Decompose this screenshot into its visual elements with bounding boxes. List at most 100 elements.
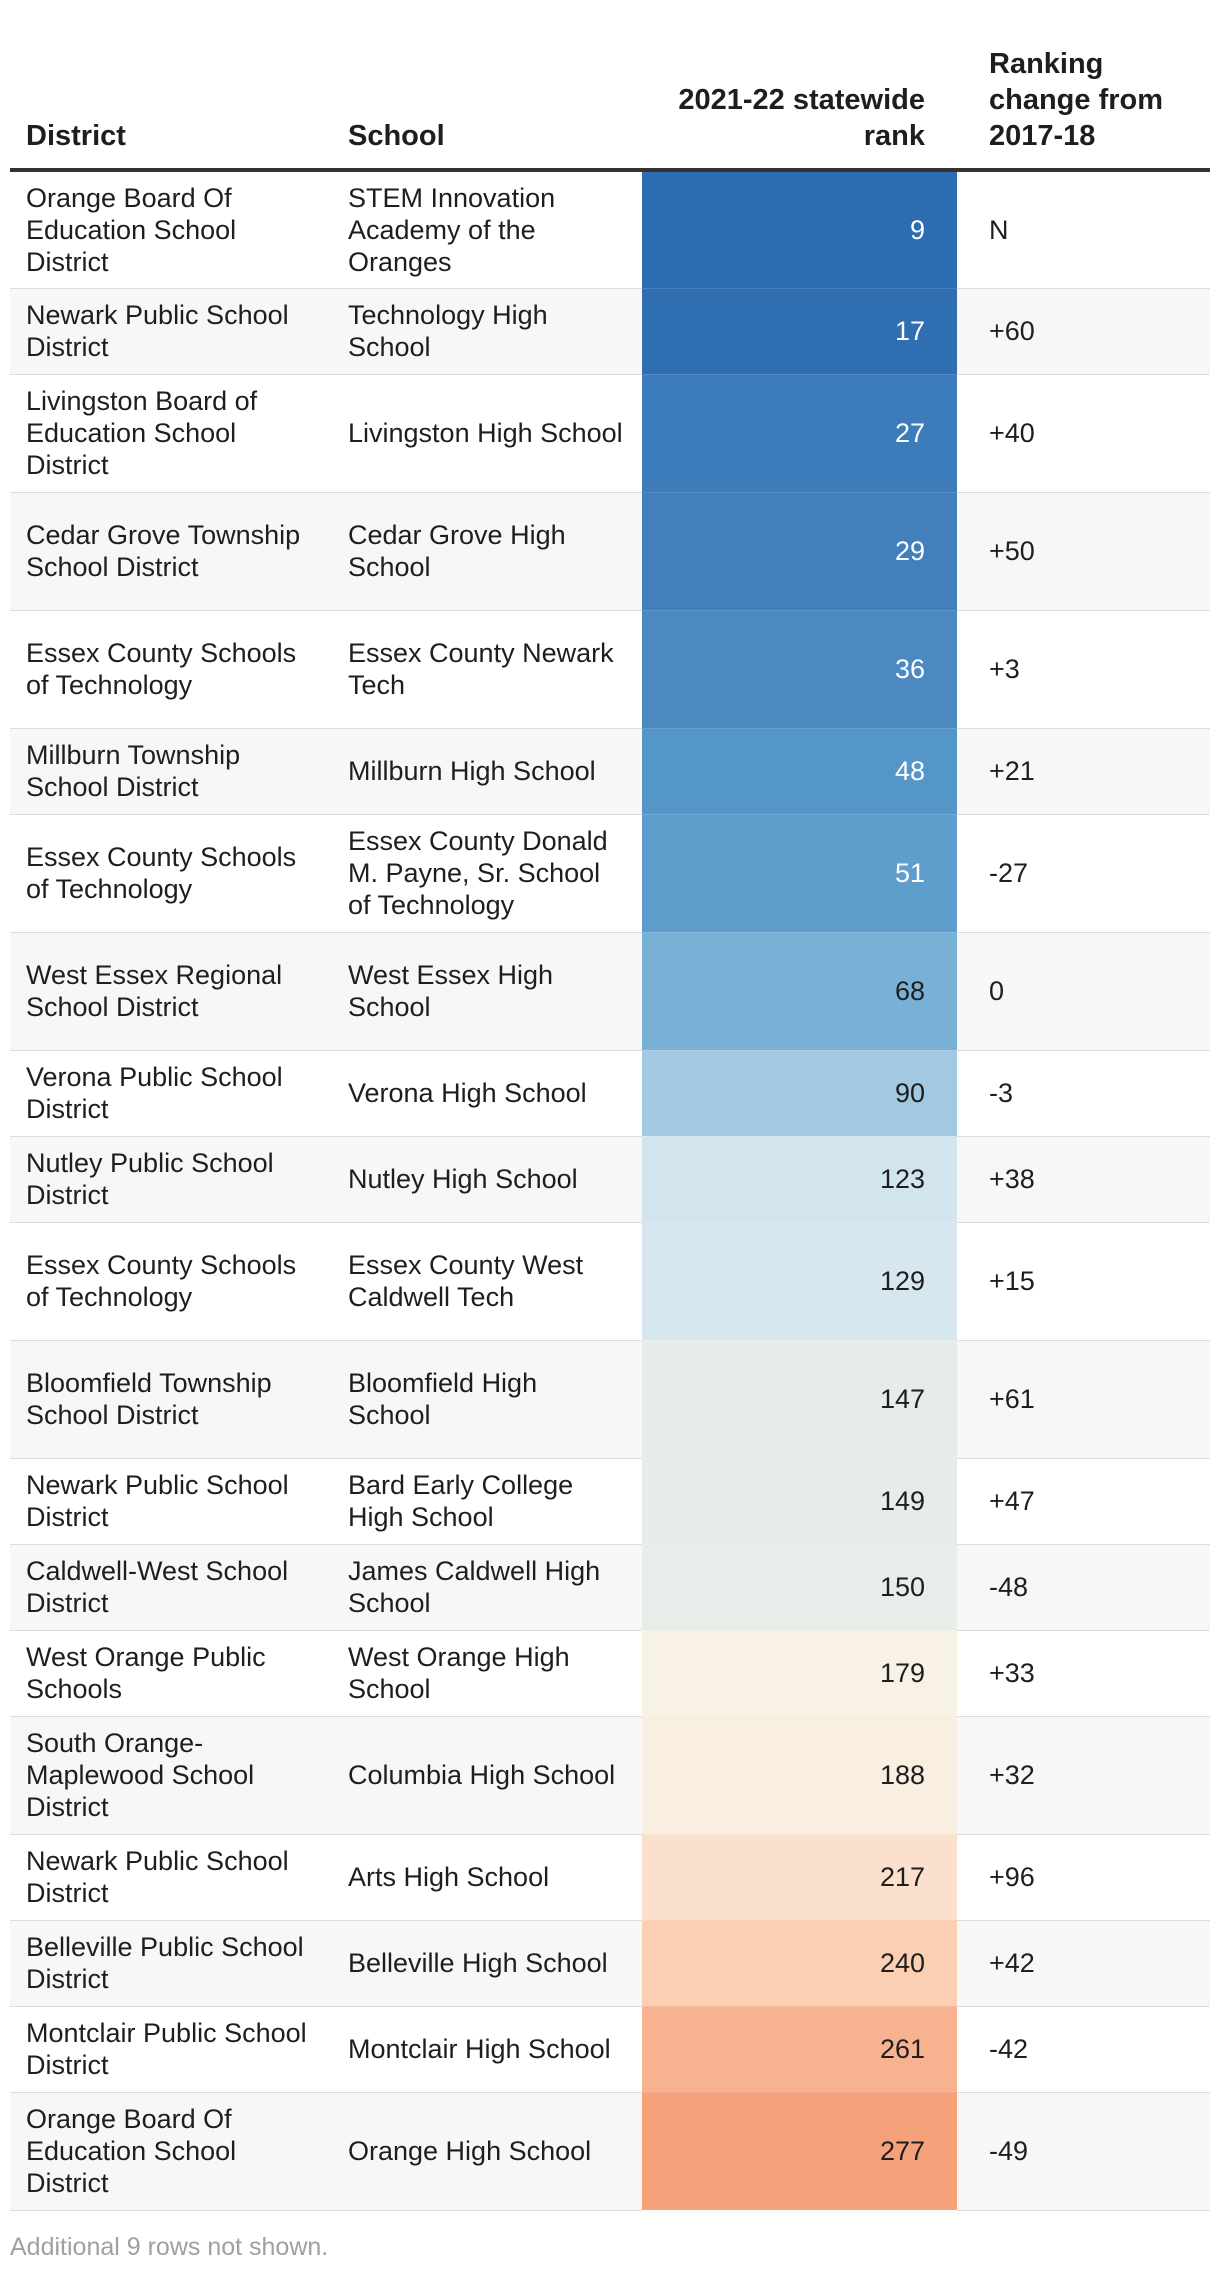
district-cell: Caldwell-West School District — [10, 1544, 332, 1631]
rank-cell: 147 — [642, 1340, 957, 1459]
school-cell: West Essex High School — [332, 932, 642, 1051]
header-rank[interactable]: 2021-22 statewide rank — [642, 30, 957, 172]
change-cell: +96 — [957, 1834, 1210, 1921]
school-cell: Orange High School — [332, 2092, 642, 2211]
table-row: Livingston Board of Education School Dis… — [10, 374, 1210, 493]
table-row: West Essex Regional School District West … — [10, 932, 1210, 1051]
school-cell: Livingston High School — [332, 374, 642, 493]
change-cell: N — [957, 170, 1210, 289]
change-cell: +15 — [957, 1222, 1210, 1341]
table-row: Orange Board Of Education School Distric… — [10, 2092, 1210, 2211]
school-rankings-table: District School 2021-22 statewide rank R… — [10, 30, 1210, 2211]
rank-cell: 27 — [642, 374, 957, 493]
change-cell: -27 — [957, 814, 1210, 933]
rank-cell: 129 — [642, 1222, 957, 1341]
district-cell: Newark Public School District — [10, 288, 332, 375]
school-cell: Nutley High School — [332, 1136, 642, 1223]
change-cell: +42 — [957, 1920, 1210, 2007]
rank-cell: 240 — [642, 1920, 957, 2007]
district-cell: Essex County Schools of Technology — [10, 610, 332, 729]
school-cell: Montclair High School — [332, 2006, 642, 2093]
district-cell: Millburn Township School District — [10, 728, 332, 815]
district-cell: Essex County Schools of Technology — [10, 1222, 332, 1341]
school-cell: Verona High School — [332, 1050, 642, 1137]
footnote: Additional 9 rows not shown. — [10, 2233, 329, 2261]
table-row: West Orange Public Schools West Orange Hi… — [10, 1630, 1210, 1717]
district-cell: West Essex Regional School District — [10, 932, 332, 1051]
rank-cell: 277 — [642, 2092, 957, 2211]
change-cell: -42 — [957, 2006, 1210, 2093]
district-cell: Orange Board Of Education School Distric… — [10, 2092, 332, 2211]
rank-cell: 51 — [642, 814, 957, 933]
rank-cell: 217 — [642, 1834, 957, 1921]
district-cell: Cedar Grove Township School District — [10, 492, 332, 611]
rank-cell: 36 — [642, 610, 957, 729]
change-cell: -48 — [957, 1544, 1210, 1631]
school-cell: West Orange High School — [332, 1630, 642, 1717]
table-row: Montclair Public School District Montclai… — [10, 2006, 1210, 2093]
district-cell: Bloomfield Township School District — [10, 1340, 332, 1459]
rank-cell: 123 — [642, 1136, 957, 1223]
district-cell: Newark Public School District — [10, 1834, 332, 1921]
table-row: Essex County Schools of Technology Essex … — [10, 610, 1210, 729]
header-change[interactable]: Ranking change from 2017-18 — [957, 30, 1210, 172]
rank-cell: 68 — [642, 932, 957, 1051]
change-cell: 0 — [957, 932, 1210, 1051]
change-cell: +38 — [957, 1136, 1210, 1223]
change-cell: +32 — [957, 1716, 1210, 1835]
school-cell: Cedar Grove High School — [332, 492, 642, 611]
table-row: South Orange-Maplewood School District Co… — [10, 1716, 1210, 1835]
rank-cell: 9 — [642, 170, 957, 289]
rank-cell: 90 — [642, 1050, 957, 1137]
district-cell: Montclair Public School District — [10, 2006, 332, 2093]
rank-cell: 188 — [642, 1716, 957, 1835]
school-cell: Columbia High School — [332, 1716, 642, 1835]
header-school[interactable]: School — [332, 30, 642, 172]
district-cell: Nutley Public School District — [10, 1136, 332, 1223]
rank-cell: 17 — [642, 288, 957, 375]
rank-cell: 48 — [642, 728, 957, 815]
rank-cell: 261 — [642, 2006, 957, 2093]
table-row: Nutley Public School District Nutley High… — [10, 1136, 1210, 1223]
school-cell: STEM Innovation Academy of the Oranges — [332, 170, 642, 289]
table-row: Newark Public School District Bard Early … — [10, 1458, 1210, 1545]
table-row: Bloomfield Township School District Bloom… — [10, 1340, 1210, 1459]
district-cell: Orange Board Of Education School Distric… — [10, 170, 332, 289]
district-cell: West Orange Public Schools — [10, 1630, 332, 1717]
school-cell: Essex County West Caldwell Tech — [332, 1222, 642, 1341]
change-cell: +21 — [957, 728, 1210, 815]
school-cell: James Caldwell High School — [332, 1544, 642, 1631]
change-cell: +33 — [957, 1630, 1210, 1717]
district-cell: Belleville Public School District — [10, 1920, 332, 2007]
district-cell: Livingston Board of Education School Dis… — [10, 374, 332, 493]
school-cell: Bloomfield High School — [332, 1340, 642, 1459]
table-body: Orange Board Of Education School Distric… — [10, 170, 1210, 2211]
table-row: Orange Board Of Education School Distric… — [10, 170, 1210, 289]
change-cell: -3 — [957, 1050, 1210, 1137]
table-row: Newark Public School District Arts High S… — [10, 1834, 1210, 1921]
school-cell: Bard Early College High School — [332, 1458, 642, 1545]
district-cell: Verona Public School District — [10, 1050, 332, 1137]
table-header: District School 2021-22 statewide rank R… — [10, 30, 1210, 172]
district-cell: Essex County Schools of Technology — [10, 814, 332, 933]
rank-cell: 179 — [642, 1630, 957, 1717]
table-row: Essex County Schools of Technology Essex … — [10, 1222, 1210, 1341]
change-cell: +47 — [957, 1458, 1210, 1545]
change-cell: +60 — [957, 288, 1210, 375]
school-cell: Essex County Donald M. Payne, Sr. School… — [332, 814, 642, 933]
change-cell: +3 — [957, 610, 1210, 729]
table-row: Caldwell-West School District James Caldw… — [10, 1544, 1210, 1631]
header-district[interactable]: District — [10, 30, 332, 172]
table-row: Essex County Schools of Technology Essex … — [10, 814, 1210, 933]
table-row: Verona Public School District Verona High… — [10, 1050, 1210, 1137]
school-cell: Arts High School — [332, 1834, 642, 1921]
rank-cell: 29 — [642, 492, 957, 611]
change-cell: +61 — [957, 1340, 1210, 1459]
table-row: Belleville Public School District Bellevi… — [10, 1920, 1210, 2007]
district-cell: Newark Public School District — [10, 1458, 332, 1545]
change-cell: +40 — [957, 374, 1210, 493]
school-cell: Essex County Newark Tech — [332, 610, 642, 729]
change-cell: -49 — [957, 2092, 1210, 2211]
school-cell: Millburn High School — [332, 728, 642, 815]
